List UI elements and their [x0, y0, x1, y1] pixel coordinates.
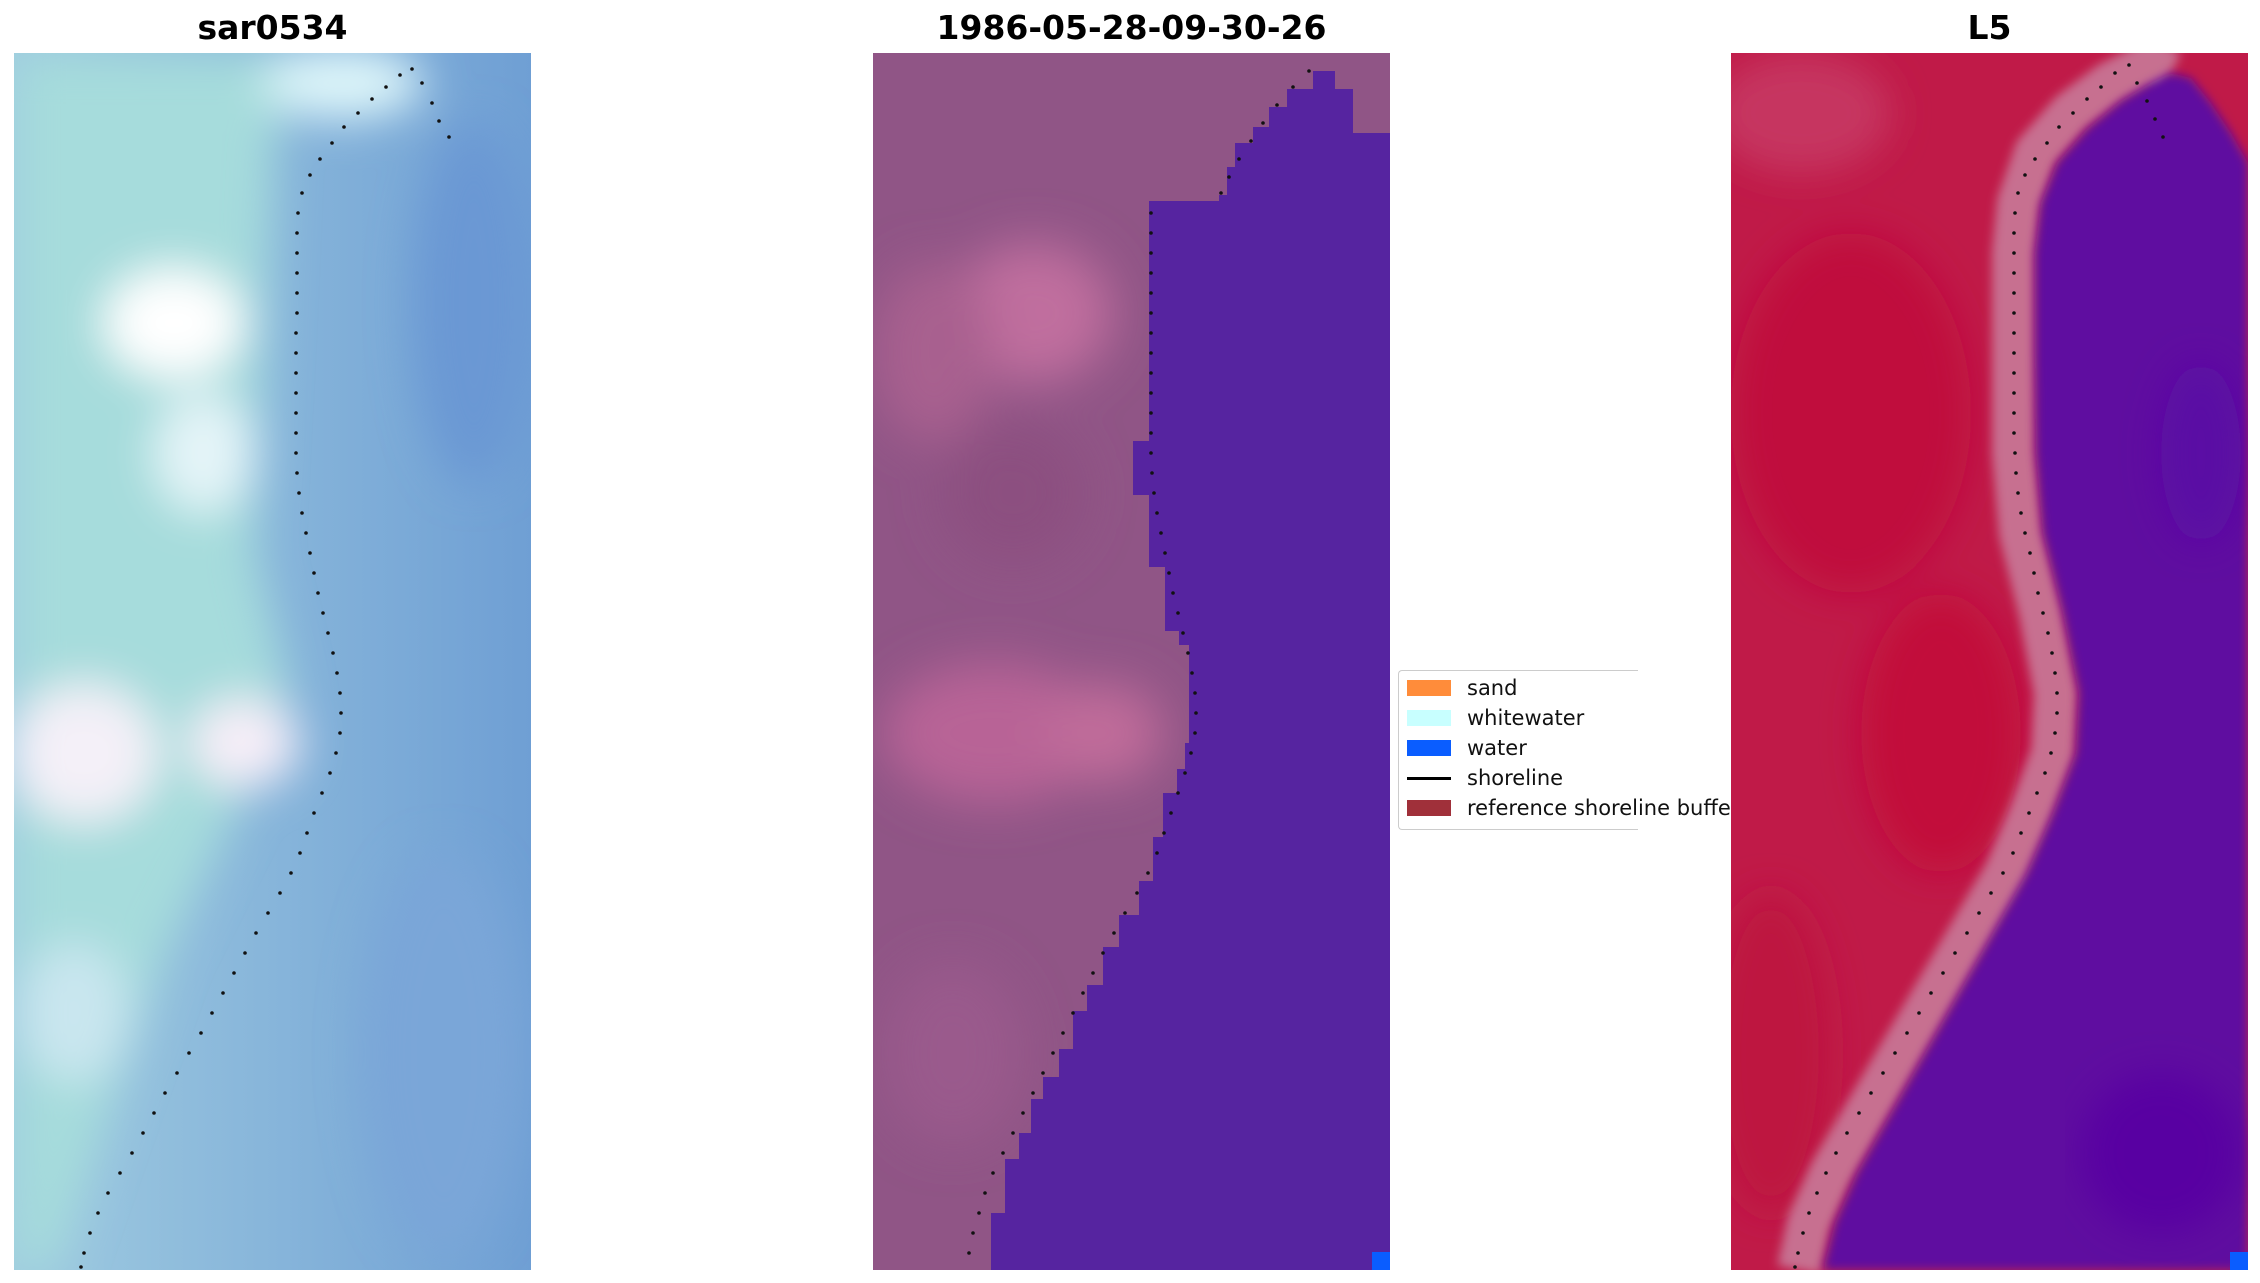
legend-label: reference shoreline buffer [1467, 796, 1740, 820]
shoreline-dots [79, 67, 451, 1269]
legend-item-shoreline: shoreline [1407, 765, 1563, 791]
legend-swatch-water [1407, 740, 1451, 756]
legend-label: sand [1467, 676, 1518, 700]
legend-label: water [1467, 736, 1527, 760]
legend-swatch-sand [1407, 680, 1451, 696]
legend-item-sand: sand [1407, 675, 1517, 701]
water-pixel [1372, 1252, 1390, 1270]
legend-line-shoreline [1407, 776, 1451, 780]
legend-label: shoreline [1467, 766, 1564, 790]
index-image-panel [1731, 53, 2248, 1270]
panel-title-index: L5 [1967, 8, 2012, 47]
legend-swatch-whitewater [1407, 710, 1451, 726]
legend-item-water: water [1407, 735, 1527, 761]
index-image [1731, 53, 2248, 1270]
legend-item-buffer: reference shoreline buffer [1407, 795, 1739, 821]
legend-label: whitewater [1467, 706, 1585, 730]
rgb-image-panel [14, 53, 531, 1270]
rgb-image [14, 53, 531, 1270]
panel-title-rgb: sar0534 [197, 8, 348, 47]
legend-swatch-buffer [1407, 800, 1451, 816]
legend: sand whitewater water shoreline referenc… [1398, 670, 1739, 830]
water-class-area [991, 71, 1390, 1270]
classified-image [873, 53, 1390, 1270]
legend-item-whitewater: whitewater [1407, 705, 1584, 731]
water-pixel-index [2230, 1252, 2248, 1270]
panel-title-classified: 1986-05-28-09-30-26 [936, 8, 1327, 47]
classified-image-panel [873, 53, 1390, 1270]
